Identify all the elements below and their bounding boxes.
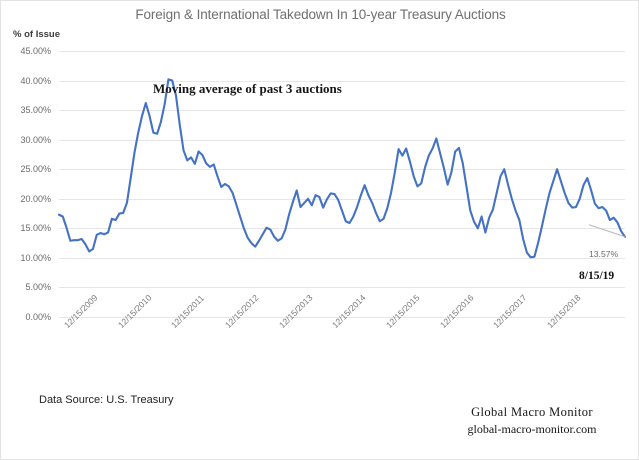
moving-average-annotation: Moving average of past 3 auctions bbox=[153, 81, 342, 96]
gridline bbox=[59, 81, 625, 82]
data-source-note: Data Source: U.S. Treasury bbox=[39, 394, 174, 406]
data-series-line bbox=[57, 78, 627, 259]
gridline bbox=[59, 228, 625, 229]
gridline bbox=[59, 140, 625, 141]
gridline bbox=[59, 199, 625, 200]
y-axis-label: % of Issue bbox=[13, 29, 60, 40]
gridline bbox=[59, 110, 625, 111]
y-axis-tick-label: 20.00% bbox=[20, 193, 51, 204]
credit-url: global-macro-monitor.com bbox=[467, 421, 597, 436]
last-value-data-label: 13.57% bbox=[589, 249, 619, 259]
y-axis-tick-label: 25.00% bbox=[20, 164, 51, 175]
y-axis-tick-label: 45.00% bbox=[20, 46, 51, 56]
credit-name: Global Macro Monitor bbox=[471, 405, 593, 419]
gridline bbox=[59, 258, 625, 259]
gridline bbox=[59, 169, 625, 170]
y-axis-tick-label: 15.00% bbox=[20, 223, 51, 234]
y-axis-tick-label: 5.00% bbox=[25, 282, 51, 293]
y-axis-tick-label: 0.00% bbox=[25, 312, 51, 322]
gridline bbox=[59, 317, 625, 318]
last-date-label: 8/15/19 bbox=[579, 270, 615, 282]
y-axis-tick-label: 40.00% bbox=[20, 75, 51, 86]
gridline bbox=[59, 51, 625, 52]
y-axis-tick-label: 30.00% bbox=[20, 134, 51, 145]
y-axis-tick-label: 10.00% bbox=[20, 252, 51, 263]
chart-title: Foreign & International Takedown In 10-y… bbox=[135, 7, 506, 22]
credit-block: Global Macro Monitor global-macro-monito… bbox=[437, 404, 627, 437]
gridline bbox=[59, 287, 625, 288]
data-label-leader-line bbox=[588, 224, 626, 238]
y-axis-tick-label: 35.00% bbox=[20, 105, 51, 116]
